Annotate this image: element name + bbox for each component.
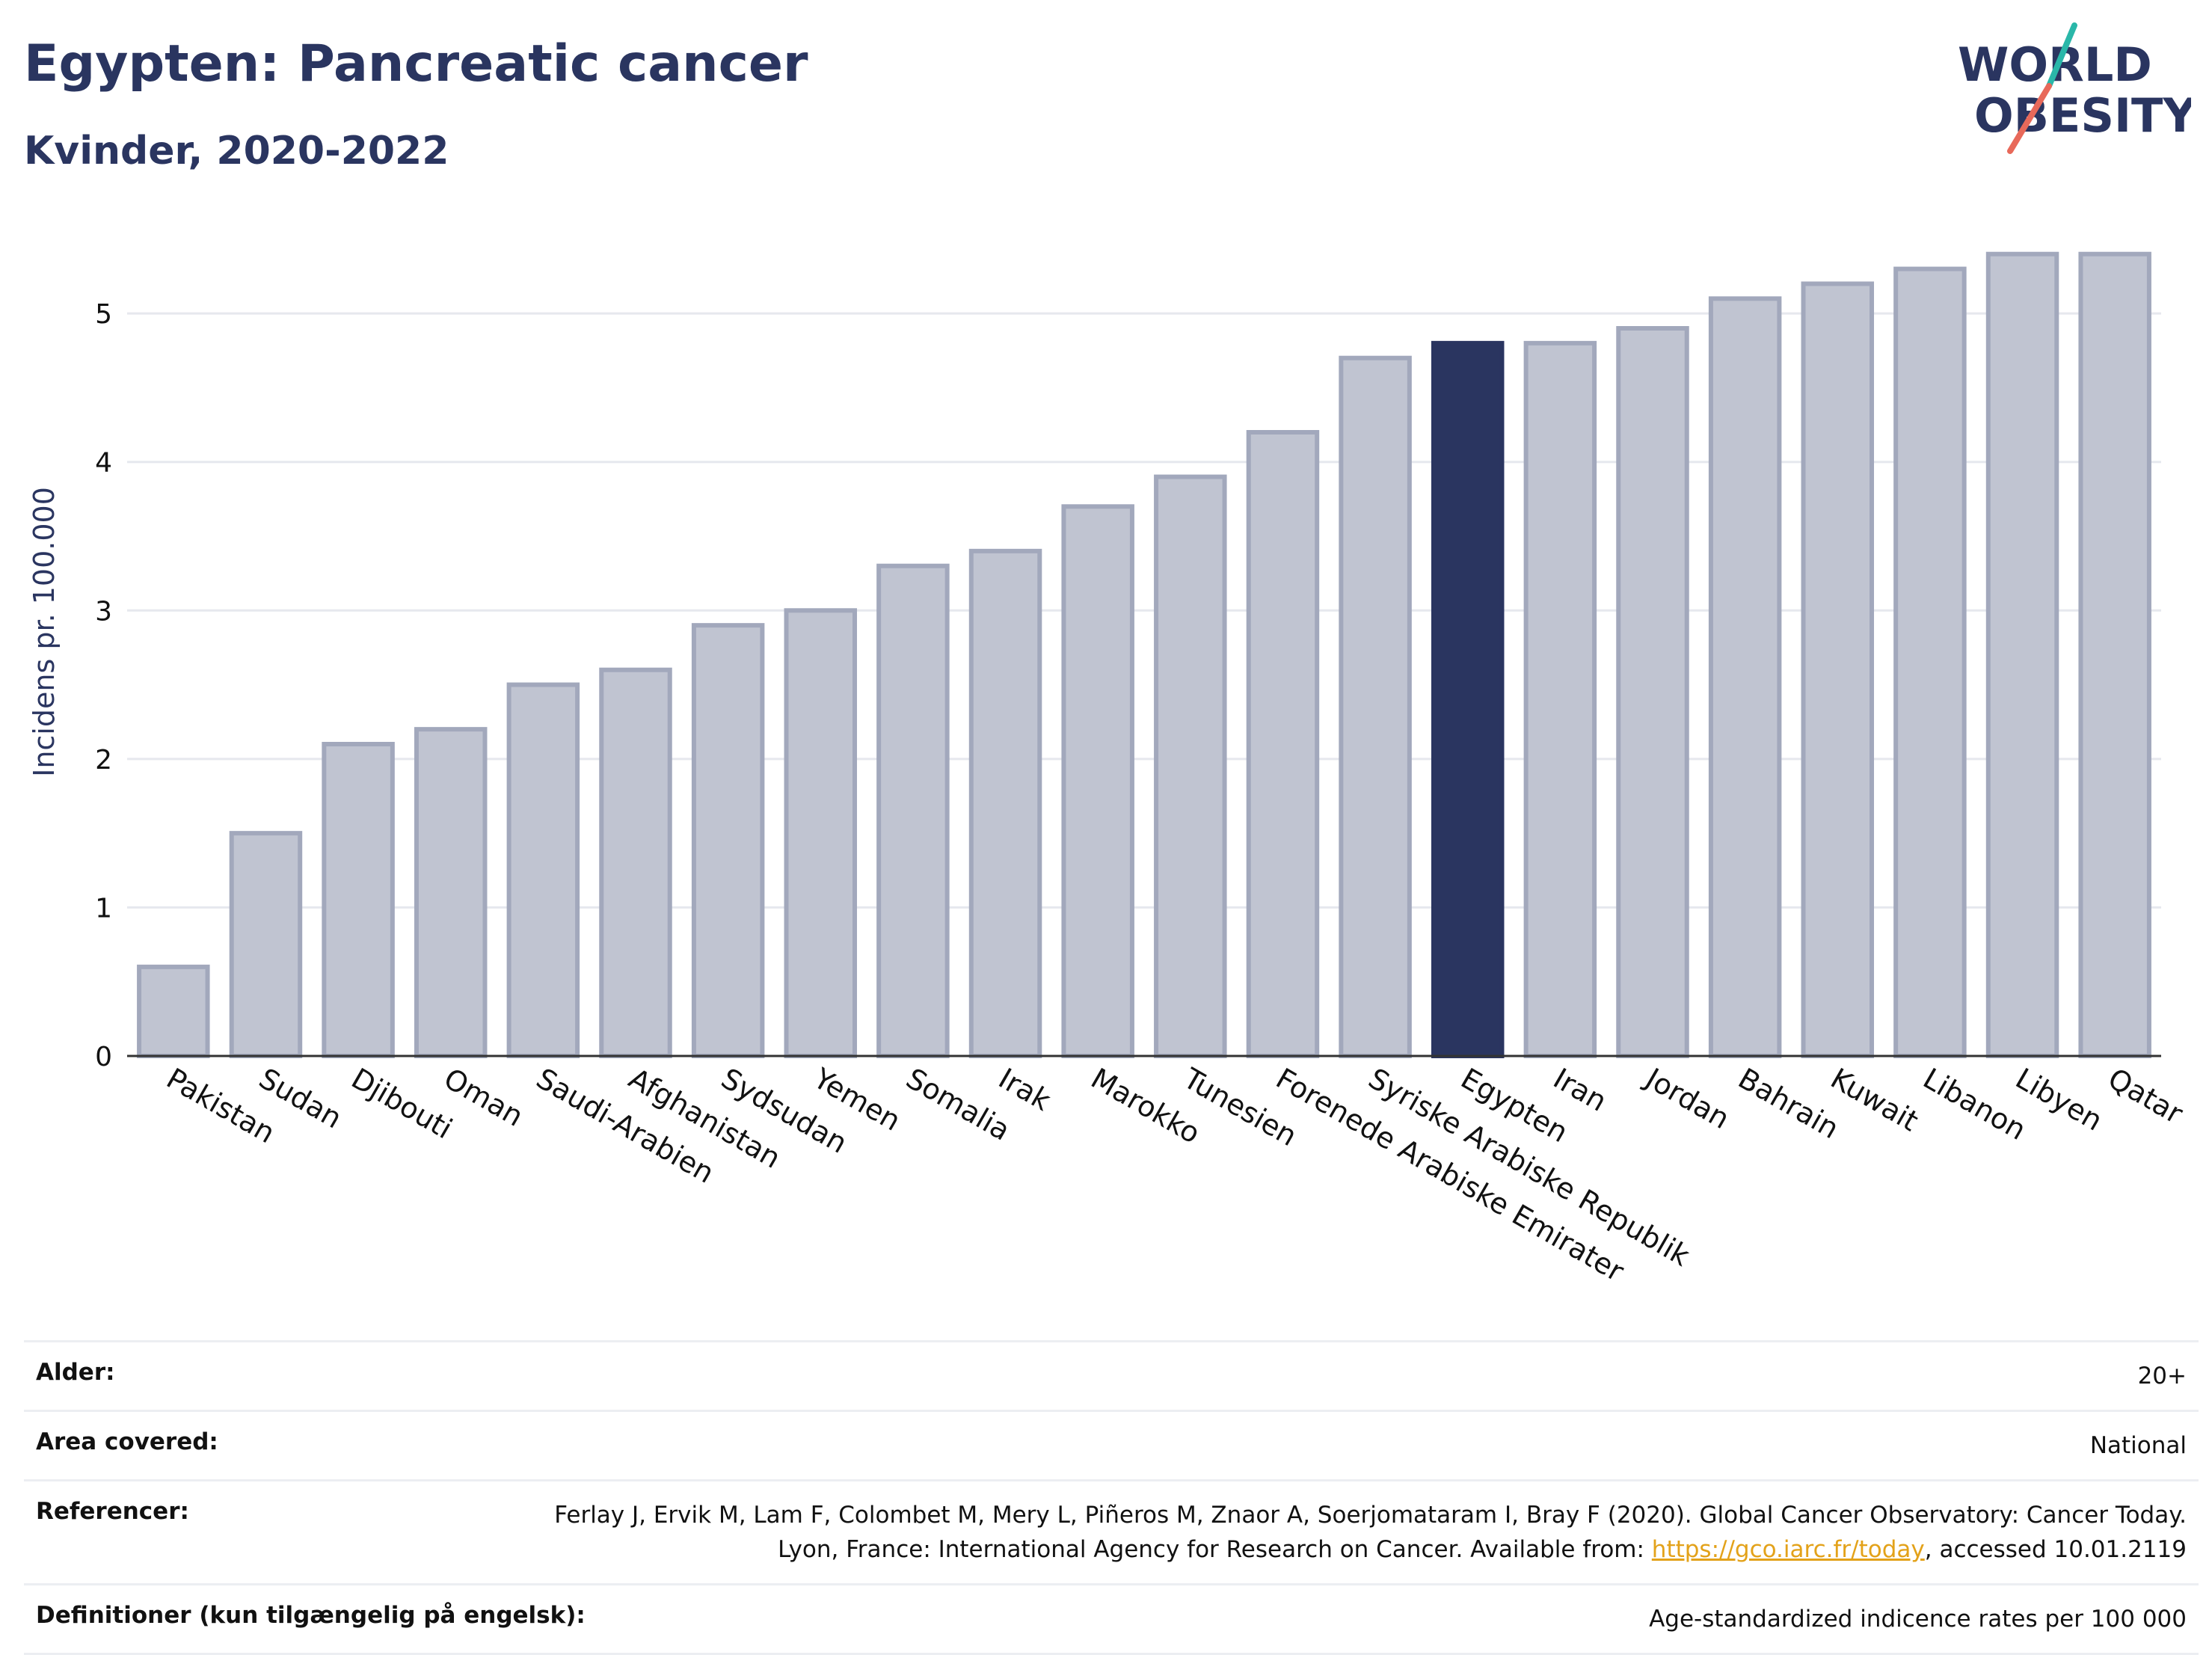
logo-slash-coral bbox=[2007, 83, 2052, 154]
y-tick-label: 5 bbox=[95, 299, 112, 330]
metadata-table: Alder: 20+ Area covered: National Refere… bbox=[24, 1340, 2199, 1655]
meta-ref-label: Referencer: bbox=[36, 1498, 189, 1525]
logo-slash-teal bbox=[2046, 22, 2077, 89]
bar-yemen bbox=[784, 608, 858, 1058]
bar-bahrain bbox=[1708, 296, 1782, 1058]
bars bbox=[137, 251, 2151, 1059]
bar-sudan bbox=[229, 831, 303, 1058]
meta-area-value: National bbox=[2089, 1432, 2187, 1459]
bar-somalia bbox=[876, 563, 950, 1058]
x-tick-label: Irak bbox=[993, 1062, 1056, 1117]
x-tick-label: Bahrain bbox=[1733, 1062, 1844, 1146]
bar-sydsudan bbox=[691, 623, 765, 1058]
bar-forenede-arabiske-emirater bbox=[1246, 430, 1320, 1058]
bar-libyen bbox=[1985, 251, 2059, 1059]
page-title: Egypten: Pancreatic cancer bbox=[24, 34, 808, 93]
x-tick-label: Jordan bbox=[1639, 1061, 1735, 1136]
bar-kuwait bbox=[1801, 281, 1875, 1058]
y-axis-label: Incidens pr. 100.000 bbox=[28, 487, 61, 777]
meta-area-label: Area covered: bbox=[36, 1428, 218, 1455]
bar-djibouti bbox=[322, 742, 395, 1058]
logo-word-obesity: OBESITY bbox=[1974, 88, 2191, 143]
x-tick-label: Djibouti bbox=[346, 1062, 458, 1146]
y-tick-label: 0 bbox=[95, 1042, 112, 1072]
meta-row-references: Referencer: Ferlay J, Ervik M, Lam F, Co… bbox=[24, 1479, 2199, 1583]
bar-jordan bbox=[1616, 326, 1689, 1058]
bar-libanon bbox=[1893, 266, 1967, 1059]
page-subtitle: Kvinder, 2020-2022 bbox=[24, 129, 449, 174]
ref-link[interactable]: https://gco.iarc.fr/today bbox=[1651, 1536, 1925, 1563]
meta-row-definitions: Definitioner (kun tilgængelig på engelsk… bbox=[24, 1583, 2199, 1655]
meta-row-area: Area covered: National bbox=[24, 1410, 2199, 1479]
meta-ref-value: Ferlay J, Ervik M, Lam F, Colombet M, Me… bbox=[541, 1498, 2187, 1567]
meta-def-value: Age-standardized indicence rates per 100… bbox=[1649, 1606, 2187, 1633]
y-tick-label: 4 bbox=[95, 448, 112, 479]
world-obesity-logo: WORLD OBESITY bbox=[1958, 22, 2191, 154]
bar-iran bbox=[1523, 340, 1597, 1059]
bar-egypten bbox=[1431, 340, 1505, 1059]
bar-pakistan bbox=[137, 964, 210, 1059]
meta-age-value: 20+ bbox=[2137, 1363, 2187, 1390]
x-tick-label: Libanon bbox=[1917, 1062, 2031, 1146]
meta-age-label: Alder: bbox=[36, 1359, 115, 1386]
bar-oman bbox=[414, 727, 488, 1059]
x-tick-label: Qatar bbox=[2103, 1062, 2189, 1131]
x-tick-label: Somalia bbox=[900, 1062, 1016, 1147]
bar-saudi-arabien bbox=[506, 682, 580, 1058]
y-tick-label: 2 bbox=[95, 745, 112, 776]
bar-irak bbox=[968, 548, 1042, 1058]
bar-syriske-arabiske-republik bbox=[1339, 355, 1412, 1058]
bar-marokko bbox=[1061, 504, 1134, 1058]
x-tick-label: Kuwait bbox=[1825, 1062, 1924, 1138]
ref-text-1: Ferlay J, Ervik M, Lam F, Colombet M, Me… bbox=[554, 1502, 2187, 1563]
y-tick-label: 3 bbox=[95, 596, 112, 627]
ref-text-2: , accessed 10.01.2119 bbox=[1924, 1536, 2187, 1563]
bar-tunesien bbox=[1154, 474, 1227, 1058]
meta-def-label: Definitioner (kun tilgængelig på engelsk… bbox=[36, 1602, 586, 1629]
x-tick-label: Iran bbox=[1548, 1062, 1612, 1118]
bar-afghanistan bbox=[599, 667, 672, 1058]
y-tick-label: 1 bbox=[95, 893, 112, 924]
meta-row-age: Alder: 20+ bbox=[24, 1340, 2199, 1410]
bar-qatar bbox=[2078, 251, 2151, 1059]
